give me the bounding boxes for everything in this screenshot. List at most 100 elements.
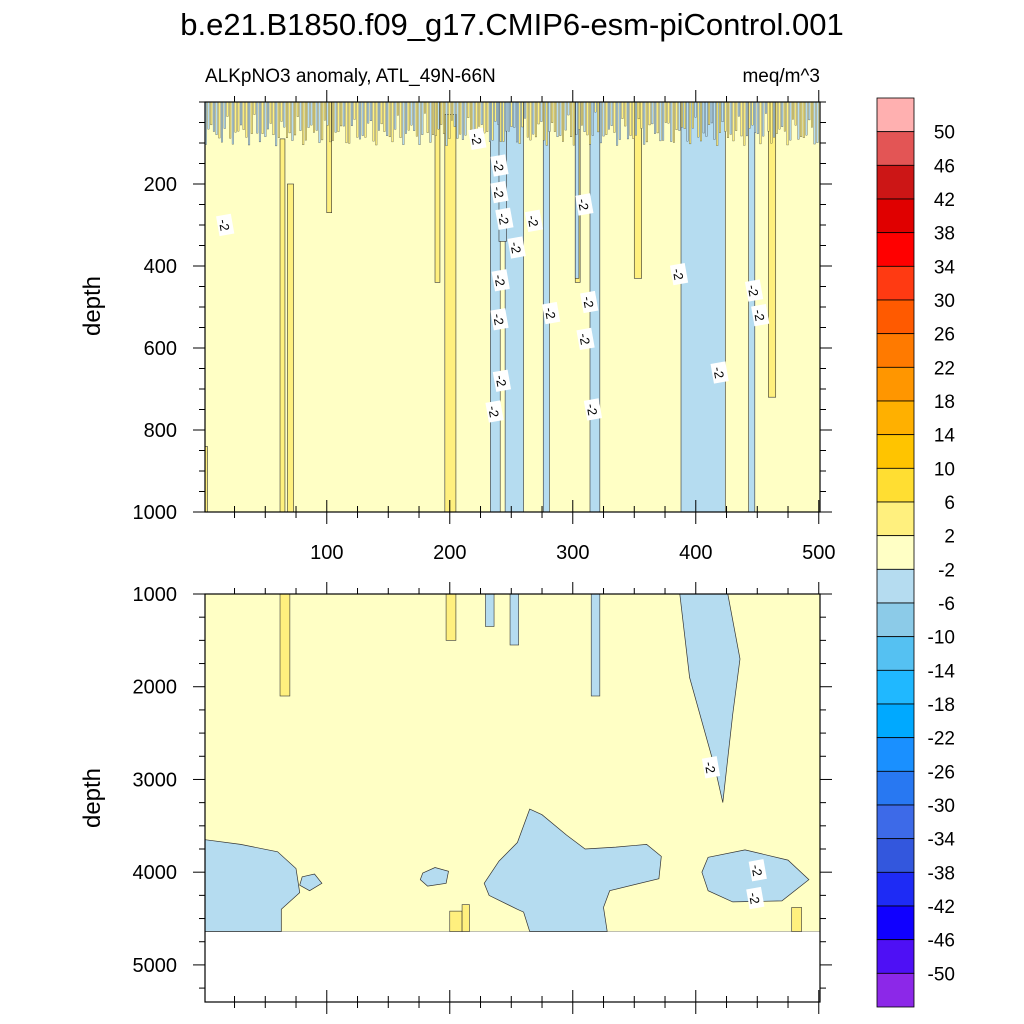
colorbar-label: -2 [938,560,955,581]
colorbar-label: 26 [934,325,955,346]
colorbar-swatch [876,939,915,974]
contour-label: -2 [493,369,512,392]
contour-label-text: -2 [751,308,768,322]
upper-fill-layer [205,102,820,512]
contour-label-text: -2 [702,760,719,774]
colorbar-label: -26 [928,762,955,783]
lower-contour-panel: -2 -2 -2 1000 2000 3000 4000 5000 [133,582,832,1014]
contour-label: -2 [216,213,235,237]
contour-label: -2 [468,127,487,150]
contour-label-text: -2 [542,306,559,320]
contour-label: -2 [670,262,689,286]
colorbar-swatch [876,434,915,469]
colorbar-swatch [876,804,915,840]
lower-positive-region [449,910,463,932]
contour-label: -2 [542,301,561,325]
upper-positive-region [633,102,642,279]
contour-label: -2 [745,279,764,302]
upper-contour-panel: -2-2-2-2 -2-2-2-2-2-2-2-2-2-2-2-2-2-2-2-2… [133,90,835,564]
contour-label: -2 [702,756,721,779]
chart-subtitle-left: ALKpNO3 anomaly, ATL_49N-66N [205,66,496,87]
colorbar-label: -14 [928,661,956,682]
colorbar-swatch [876,669,915,705]
lower-negative-region [679,594,741,803]
colorbar-label: 6 [944,493,955,514]
colorbar-label: -18 [928,695,955,716]
colorbar-label: -30 [928,796,955,817]
colorbar-label: -50 [928,964,955,985]
x-tick-label: 400 [679,542,712,564]
y-tick-label: 200 [144,174,177,196]
colorbar-label: 10 [934,459,955,480]
colorbar-swatch [876,602,915,638]
colorbar-swatch [876,265,915,301]
contour-label: -2 [710,361,729,384]
contour-label-text: -2 [584,403,601,417]
contour-label: -2 [490,308,509,331]
contour-label-text: -2 [746,891,763,905]
contour-label: -2 [580,290,599,314]
lower-negative-region [419,867,449,887]
upper-positive-region [279,138,286,512]
lower-positive-region [791,907,802,932]
contour-label: -2 [584,398,603,421]
upper-positive-region [434,102,441,283]
x-tick-label: 300 [556,542,589,564]
contour-label: -2 [748,859,767,882]
contour-label: -2 [575,193,594,216]
colorbar-label: -46 [928,931,955,952]
contour-label: -2 [490,180,509,204]
contour-label-text: -2 [575,198,592,212]
colorbar-swatch [876,232,915,267]
lower-y-axis-label: depth [79,768,106,828]
colorbar-swatch [876,838,915,873]
colorbar-label: -38 [928,863,955,884]
contour-label-text: -2 [745,284,762,298]
upper-positive-region [287,183,294,512]
contour-label-text: -2 [748,863,765,877]
colorbar-swatch [876,703,915,739]
lower-positive-region [461,904,470,932]
contour-label: -2 [507,236,526,259]
colorbar-label: 22 [934,358,955,379]
contour-label-text: -2 [576,332,593,346]
contour-label: -2 [495,207,514,230]
chart-subtitle-right: meq/m^3 [742,66,820,87]
contour-label-text: -2 [670,267,687,281]
colorbar-swatch [876,400,915,436]
colorbar-swatch [876,972,915,1008]
y-tick-label: 3000 [133,769,178,791]
y-tick-label: 600 [144,338,177,360]
colorbar-swatch [876,737,915,772]
x-tick-label: 200 [433,542,466,564]
contour-label-text: -2 [490,185,507,199]
colorbar-swatch [876,366,915,402]
colorbar-swatch [876,131,915,166]
contour-label: -2 [485,400,504,423]
colorbar-label: 38 [934,224,955,245]
contour-label-text: -2 [710,366,727,380]
upper-negative-region [504,102,524,512]
lower-negative-region [509,594,519,646]
contour-label-text: -2 [493,374,510,388]
y-tick-label: 5000 [133,955,178,977]
upper-y-axis-label: depth [79,276,106,336]
colorbar-label: 50 [934,123,955,144]
y-tick-label: 2000 [133,677,178,699]
contour-label-text: -2 [495,212,512,226]
colorbar-swatch [876,905,915,941]
upper-negative-region [490,102,501,512]
colorbar-swatch [876,97,915,133]
contour-label: -2 [490,154,509,177]
y-tick-label: 1000 [133,584,178,606]
colorbar: 50 46 42 38 34 30 26 22 18 14 10 6 2 -2 -6 -10 -14 -18 -22… [876,97,956,1008]
upper-negative-region [680,102,726,512]
y-tick-label: 1000 [133,502,178,524]
colorbar-label: -42 [928,897,955,918]
lower-negative-region [299,873,323,892]
colorbar-swatch [876,636,915,671]
lower-negative-region [485,594,495,627]
surface-noise [205,102,819,147]
colorbar-label: -10 [928,628,955,649]
